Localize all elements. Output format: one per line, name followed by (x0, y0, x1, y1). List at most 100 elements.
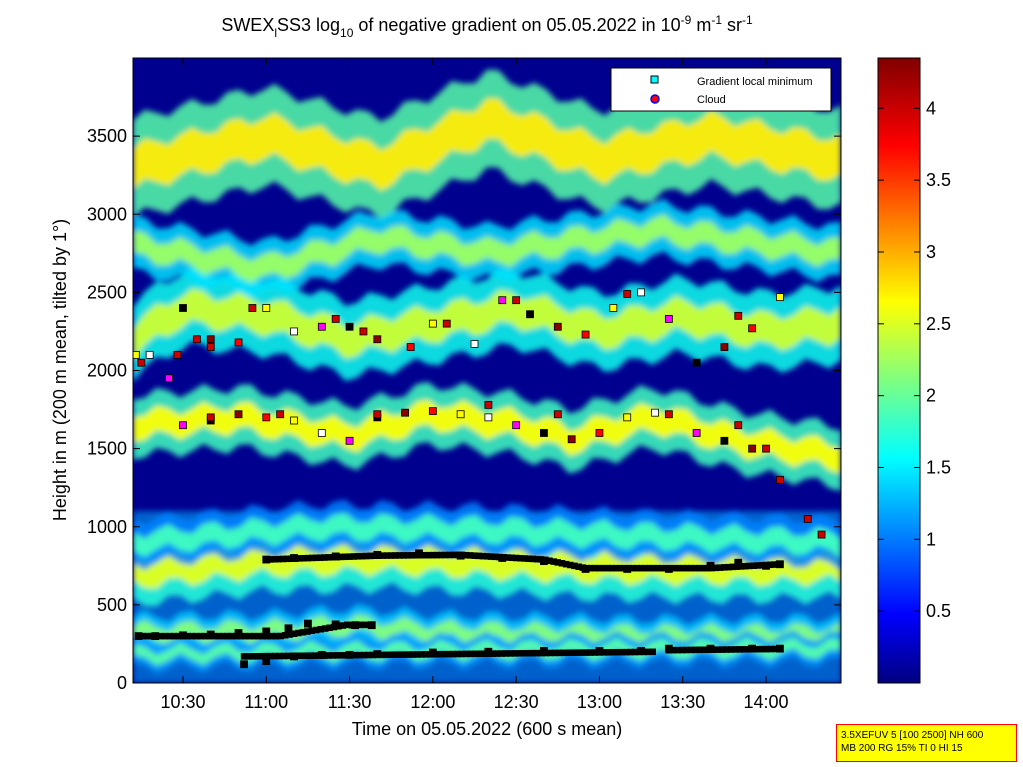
cloud-marker (206, 343, 215, 351)
layer-core (133, 637, 841, 666)
x-tick-label: 13:00 (577, 692, 622, 712)
gradient-minimum-marker (179, 304, 187, 312)
layer-core (133, 399, 841, 474)
layer-core (133, 539, 841, 589)
gradient-minimum-marker (623, 413, 632, 422)
layer-core (133, 98, 841, 191)
gradient-minimum-marker (317, 429, 326, 437)
colorbar-tick-label: 2.5 (926, 314, 951, 334)
gradient-minimum-marker (748, 444, 757, 453)
cloud-marker (442, 319, 451, 328)
x-tick-label: 13:30 (660, 692, 705, 712)
colorbar-tick-label: 4 (926, 98, 936, 118)
cloud-marker (206, 413, 215, 422)
gradient-minimum-marker (179, 421, 187, 430)
gradient-minimum-marker (649, 648, 657, 656)
heatmap-layers (133, 69, 841, 683)
cloud-marker (331, 315, 340, 323)
y-tick-label: 0 (117, 673, 127, 693)
info-line-1: 3.5XEFUV 5 [100 2500] NH 600 (841, 730, 984, 741)
y-axis-label: Height in m (200 m mean, tilted by 1°) (50, 219, 70, 521)
y-tick-label: 3000 (87, 204, 127, 224)
gradient-minimum-marker (456, 410, 465, 419)
colorbar-tick-label: 2 (926, 386, 936, 406)
colorbar-tick-label: 1 (926, 529, 936, 549)
gradient-minimum-marker (345, 436, 354, 445)
colorbar-tick-label: 0.5 (926, 601, 951, 621)
cloud-marker (762, 444, 770, 453)
gradient-minimum-marker (290, 416, 298, 425)
cloud-marker (817, 530, 826, 539)
gradient-minimum-marker (234, 410, 243, 419)
gradient-minimum-marker (553, 322, 562, 331)
y-tick-label: 1000 (87, 517, 127, 537)
gradient-minimum-marker (428, 319, 437, 328)
cloud-marker (373, 410, 382, 419)
cloud-marker (173, 350, 182, 359)
colorbar: 0.5 1 1.5 2 2.5 3 3.5 4 (877, 57, 951, 684)
x-tick-label: 11:00 (244, 692, 288, 712)
legend: Gradient local minimum Cloud (610, 67, 832, 112)
gradient-minimum-marker (345, 322, 354, 331)
gradient-minimum-marker (373, 335, 382, 344)
y-axis-ticks: 0 500 1000 1500 2000 2500 3000 3500 (87, 126, 841, 693)
gradient-minimum-marker (692, 429, 701, 437)
colorbar-tick-label: 3.5 (926, 170, 951, 190)
legend-marker-cloud (650, 94, 660, 104)
cloud-marker (776, 475, 784, 484)
gradient-minimum-marker (290, 327, 298, 336)
cloud-marker (734, 421, 743, 430)
cloud-marker (803, 515, 812, 523)
gradient-minimum-marker (720, 436, 729, 445)
cloud-marker (734, 311, 743, 320)
gradient-minimum-marker (637, 288, 645, 297)
gradient-minimum-marker (748, 324, 757, 333)
legend-marker-gradient-minimum (650, 75, 659, 84)
x-tick-label: 12:30 (494, 692, 539, 712)
gradient-minimum-marker (526, 310, 534, 319)
layer-core (133, 512, 841, 558)
cloud-marker (664, 410, 673, 419)
gradient-minimum-marker (664, 315, 673, 323)
gradient-minimum-marker (512, 421, 521, 430)
info-line-2: MB 200 RG 15% TI 0 HI 15 (841, 743, 963, 754)
marker-layer (133, 288, 826, 669)
y-tick-label: 2000 (87, 361, 127, 381)
gradient-minimum-marker (428, 407, 437, 416)
colorbar-ticks: 0.5 1 1.5 2 2.5 3 3.5 4 (878, 98, 951, 621)
gradient-minimum-marker (720, 343, 729, 351)
gradient-minimum-marker (262, 304, 271, 312)
gradient-minimum-marker (609, 304, 618, 312)
info-box: 3.5XEFUV 5 [100 2500] NH 600 MB 200 RG 1… (836, 724, 1017, 762)
cloud-marker (484, 400, 493, 409)
x-tick-label: 14:00 (744, 692, 789, 712)
cloud-marker (359, 327, 368, 336)
layer-core (133, 214, 841, 283)
cloud-marker (553, 410, 562, 419)
y-tick-label: 1500 (87, 439, 127, 459)
colorbar-tick-label: 1.5 (926, 457, 951, 477)
gradient-minimum-marker (776, 293, 784, 301)
gradient-minimum-marker (145, 350, 154, 359)
gradient-minimum-marker (692, 358, 701, 367)
cloud-marker (192, 335, 201, 344)
gradient-minimum-marker (540, 429, 548, 437)
gradient-minimum-marker (775, 561, 782, 568)
gradient-minimum-marker (772, 645, 779, 653)
legend-label-gradient-minimum: Gradient local minimum (697, 76, 813, 88)
gradient-minimum-marker (304, 619, 312, 628)
cloud-marker (623, 290, 632, 298)
gradient-minimum-marker (366, 621, 373, 629)
gradient-minimum-marker (401, 408, 409, 417)
cloud-marker (248, 304, 257, 312)
gradient-minimum-marker (581, 330, 590, 339)
gradient-minimum-marker (240, 660, 248, 669)
gradient-minimum-marker (165, 374, 173, 383)
cloud-marker (137, 358, 146, 367)
gradient-minimum-marker (498, 296, 507, 305)
gradient-minimum-marker (206, 335, 215, 344)
layer-core (133, 288, 841, 361)
legend-box (610, 67, 832, 112)
gradient-minimum-marker (234, 338, 243, 347)
